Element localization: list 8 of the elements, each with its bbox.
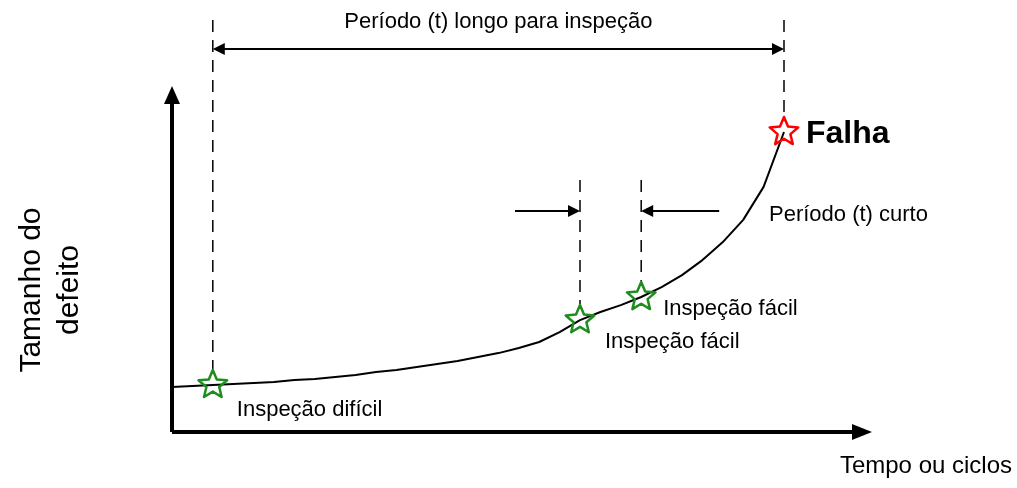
x-axis-title: Tempo ou ciclos bbox=[839, 450, 1012, 478]
annotation: Inspeção fácil bbox=[605, 328, 740, 354]
annotation: Inspeção difícil bbox=[236, 395, 383, 421]
annotation: Período (t) curto bbox=[769, 201, 928, 227]
y-axis-title: Tamanho do defeito bbox=[13, 207, 85, 373]
text: Falha bbox=[806, 113, 890, 150]
annotation: Inspeção fácil bbox=[663, 295, 798, 321]
chart-title: Período (t) longo para inspeção bbox=[344, 8, 653, 34]
